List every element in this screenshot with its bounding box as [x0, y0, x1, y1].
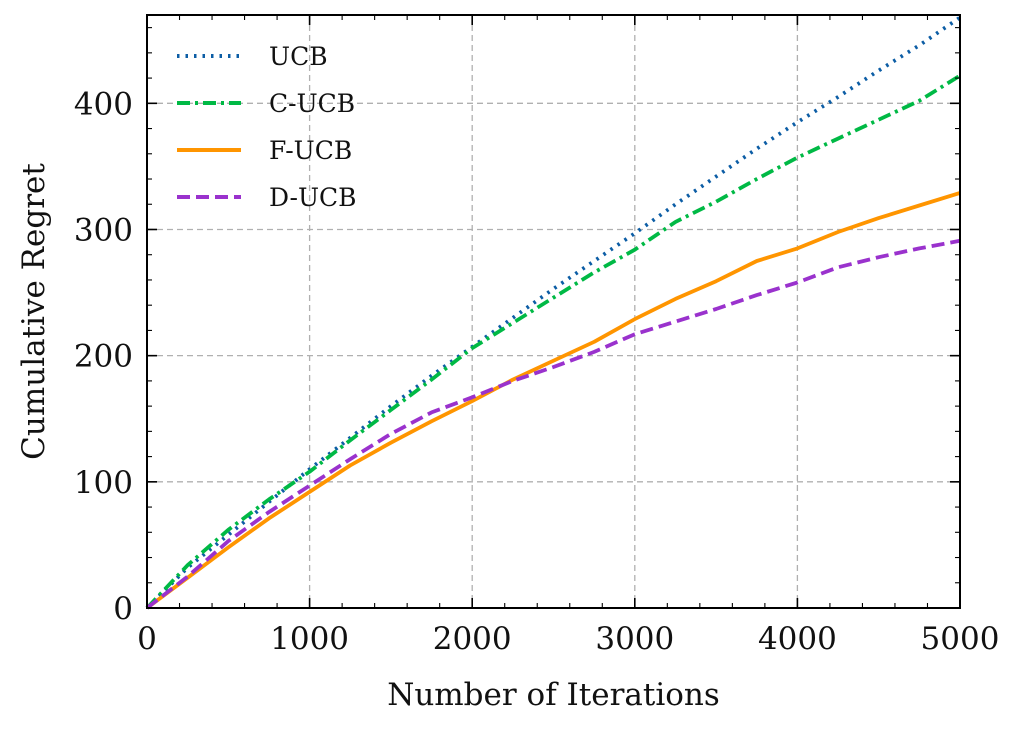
legend-label-ucb: UCB [269, 42, 328, 71]
legend-label-f-ucb: F-UCB [269, 136, 352, 165]
legend-label-d-ucb: D-UCB [269, 183, 357, 212]
plot-frame [146, 14, 961, 609]
series-lines [145, 15, 962, 610]
tick-labels: 0 1000 2000 3000 4000 5000 0 100 200 300 400 [74, 86, 1000, 657]
x-tick-label: 2000 [433, 621, 512, 657]
y-tick-label: 300 [74, 212, 133, 248]
x-tick-label: 0 [137, 621, 157, 657]
legend-label-c-ucb: C-UCB [269, 89, 355, 118]
y-axis-title: Cumulative Regret [16, 163, 52, 460]
x-axis-title: Number of Iterations [387, 677, 720, 713]
x-tick-label: 5000 [921, 621, 1000, 657]
y-tick-label: 0 [113, 591, 133, 627]
y-tick-label: 100 [74, 465, 133, 501]
series-line-ucb [145, 15, 962, 610]
series-line-f-ucb [145, 191, 961, 610]
series-line-d-ucb [145, 238, 961, 610]
legend: UCB C-UCB F-UCB D-UCB [177, 42, 357, 212]
series-line-c-ucb [145, 73, 962, 610]
x-tick-label: 3000 [595, 621, 674, 657]
x-tick-label: 1000 [270, 621, 349, 657]
y-tick-label: 200 [74, 339, 133, 375]
x-tick-label: 4000 [758, 621, 837, 657]
y-tick-label: 400 [74, 86, 133, 122]
grid-lines [147, 15, 960, 608]
